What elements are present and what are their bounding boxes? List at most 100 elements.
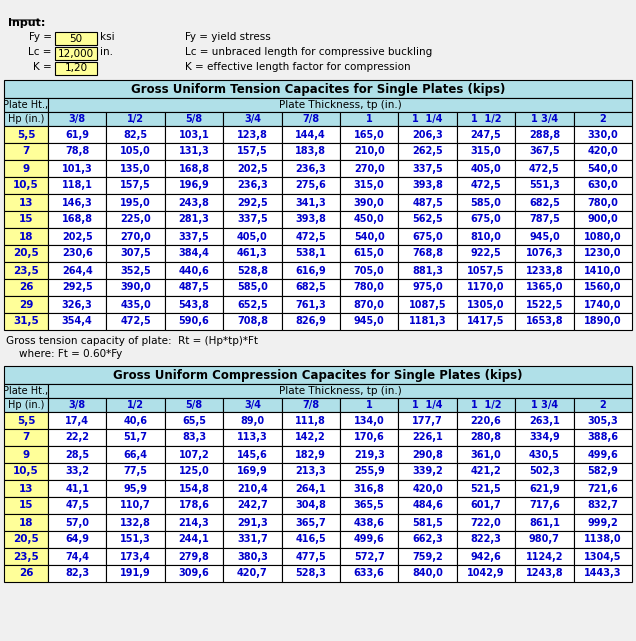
- Bar: [4, 412, 48, 429]
- Text: 78,8: 78,8: [65, 147, 89, 156]
- Bar: [165, 514, 223, 531]
- Text: 219,3: 219,3: [354, 449, 385, 460]
- Text: 225,0: 225,0: [120, 215, 151, 224]
- Bar: [165, 296, 223, 313]
- Text: 705,0: 705,0: [354, 265, 385, 276]
- Text: Gross Uniform Tension Capacites for Single Plates (kips): Gross Uniform Tension Capacites for Sing…: [131, 83, 505, 96]
- Bar: [398, 463, 457, 480]
- Text: 13: 13: [18, 483, 33, 494]
- Text: 1  1/2: 1 1/2: [471, 400, 501, 410]
- Text: 134,0: 134,0: [354, 415, 385, 426]
- Bar: [574, 531, 632, 548]
- Bar: [106, 143, 165, 160]
- Bar: [398, 531, 457, 548]
- Text: 980,7: 980,7: [529, 535, 560, 544]
- Bar: [4, 446, 48, 463]
- Text: 337,5: 337,5: [179, 231, 209, 242]
- Bar: [574, 446, 632, 463]
- Bar: [223, 296, 282, 313]
- Text: 487,5: 487,5: [179, 283, 209, 292]
- Text: 202,5: 202,5: [237, 163, 268, 174]
- Bar: [4, 548, 48, 565]
- Text: 1057,5: 1057,5: [467, 265, 505, 276]
- Text: 1 3/4: 1 3/4: [531, 400, 558, 410]
- Text: 290,8: 290,8: [412, 449, 443, 460]
- Text: 1304,5: 1304,5: [584, 551, 621, 562]
- Bar: [574, 160, 632, 177]
- Bar: [165, 126, 223, 143]
- Bar: [282, 296, 340, 313]
- Bar: [165, 548, 223, 565]
- Bar: [4, 143, 48, 160]
- Bar: [48, 429, 106, 446]
- Bar: [340, 262, 398, 279]
- Text: 826,9: 826,9: [295, 317, 326, 326]
- Bar: [4, 160, 48, 177]
- Bar: [398, 160, 457, 177]
- Bar: [340, 296, 398, 313]
- Text: in.: in.: [100, 47, 113, 57]
- Bar: [340, 313, 398, 330]
- Text: 472,5: 472,5: [120, 317, 151, 326]
- Text: 461,3: 461,3: [237, 249, 268, 258]
- Text: 3/8: 3/8: [69, 400, 86, 410]
- Bar: [282, 497, 340, 514]
- Text: Fy =: Fy =: [29, 32, 52, 42]
- Text: 74,4: 74,4: [66, 551, 89, 562]
- Text: Lc = unbraced length for compressive buckling: Lc = unbraced length for compressive buc…: [185, 47, 432, 57]
- Bar: [223, 245, 282, 262]
- Bar: [340, 177, 398, 194]
- Text: 10,5: 10,5: [13, 467, 39, 476]
- Bar: [515, 446, 574, 463]
- Bar: [223, 398, 282, 412]
- Bar: [282, 514, 340, 531]
- Text: 29: 29: [19, 299, 33, 310]
- Text: 61,9: 61,9: [66, 129, 89, 140]
- Bar: [48, 514, 106, 531]
- Text: 499,6: 499,6: [354, 535, 385, 544]
- Text: 125,0: 125,0: [179, 467, 209, 476]
- Bar: [48, 412, 106, 429]
- Text: 780,0: 780,0: [588, 197, 618, 208]
- Bar: [340, 160, 398, 177]
- Bar: [457, 228, 515, 245]
- Text: 77,5: 77,5: [123, 467, 148, 476]
- Bar: [106, 245, 165, 262]
- Bar: [165, 177, 223, 194]
- Bar: [282, 160, 340, 177]
- Bar: [4, 480, 48, 497]
- Bar: [106, 497, 165, 514]
- Text: 633,6: 633,6: [354, 569, 385, 578]
- Bar: [340, 480, 398, 497]
- Text: 450,0: 450,0: [354, 215, 385, 224]
- Bar: [106, 548, 165, 565]
- Bar: [398, 143, 457, 160]
- Text: 291,3: 291,3: [237, 517, 268, 528]
- Text: 1076,3: 1076,3: [525, 249, 563, 258]
- Text: 380,3: 380,3: [237, 551, 268, 562]
- Text: 416,5: 416,5: [296, 535, 326, 544]
- Bar: [515, 143, 574, 160]
- Text: 23,5: 23,5: [13, 265, 39, 276]
- Text: 675,0: 675,0: [471, 215, 501, 224]
- Bar: [457, 160, 515, 177]
- Bar: [398, 446, 457, 463]
- Text: 243,8: 243,8: [179, 197, 209, 208]
- Bar: [398, 177, 457, 194]
- Text: 945,0: 945,0: [529, 231, 560, 242]
- Bar: [106, 531, 165, 548]
- Text: 1 3/4: 1 3/4: [531, 114, 558, 124]
- Text: 1560,0: 1560,0: [584, 283, 621, 292]
- Bar: [48, 548, 106, 565]
- Bar: [457, 446, 515, 463]
- Text: 26: 26: [18, 283, 33, 292]
- Text: 922,5: 922,5: [471, 249, 501, 258]
- Text: 50: 50: [69, 33, 83, 44]
- Text: 430,5: 430,5: [529, 449, 560, 460]
- Bar: [457, 245, 515, 262]
- Text: 1: 1: [366, 400, 373, 410]
- Bar: [223, 429, 282, 446]
- Bar: [398, 279, 457, 296]
- Bar: [165, 412, 223, 429]
- Bar: [340, 429, 398, 446]
